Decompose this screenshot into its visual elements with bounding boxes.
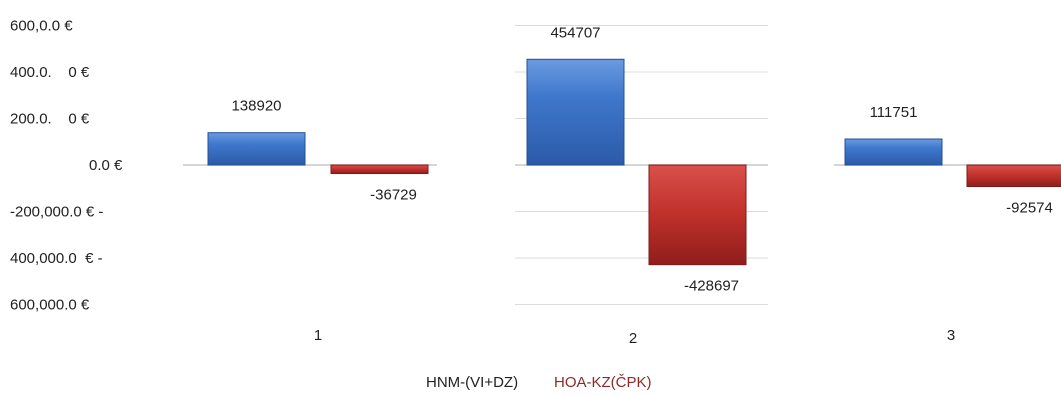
data-label: 138920 — [231, 98, 281, 115]
bar-series-1-category-2 — [526, 58, 625, 166]
y-tick-label: 200.0. 0 € — [10, 111, 90, 128]
y-tick-label: 400,000.0 € - — [10, 250, 103, 267]
data-label: -428697 — [684, 278, 739, 295]
bars — [207, 58, 1061, 266]
x-category-label: 2 — [629, 330, 637, 347]
legend-entry-series-2: HOA-KZ(ČPK) — [554, 374, 652, 391]
y-tick-label: 600,0.0 € — [10, 18, 73, 35]
data-label: 111751 — [870, 104, 918, 121]
x-axis-categories: 1 2 3 — [314, 327, 955, 347]
data-label: -36729 — [370, 187, 417, 204]
y-tick-label: 600,000.0 € — [10, 297, 90, 314]
bar-series-2-category-2 — [648, 164, 747, 266]
y-axis-ticks: 600,0.0 € 400.0. 0 € 200.0. 0 € 0.0 € -200,0… — [10, 18, 123, 314]
y-tick-label: 400.0. 0 € — [10, 64, 90, 81]
bar-series-1-category-1 — [207, 132, 306, 166]
legend-entry-series-1: HNM-(VI+DZ) — [426, 374, 518, 391]
bar-series-2-category-3 — [966, 164, 1061, 188]
data-label: -92574 — [1006, 200, 1053, 217]
y-tick-label: 0.0 € — [89, 157, 123, 174]
data-label: 454707 — [550, 24, 600, 41]
legend: HNM-(VI+DZ) HOA-KZ(ČPK) — [426, 374, 652, 391]
x-category-label: 1 — [314, 327, 322, 344]
bar-series-2-category-1 — [330, 164, 429, 175]
bar-series-1-category-3 — [844, 138, 943, 166]
data-labels: 138920 454707 111751 -36729 -428697 -92574 — [231, 24, 1052, 294]
x-category-label: 3 — [947, 327, 955, 344]
y-tick-label: -200,000.0 € - — [10, 204, 103, 221]
